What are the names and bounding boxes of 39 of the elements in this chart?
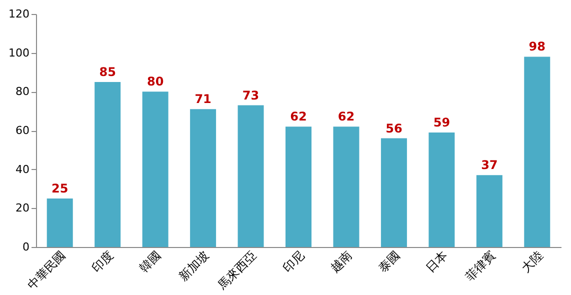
x-tick-label: 大陸 <box>518 248 546 275</box>
bar <box>190 109 216 247</box>
y-tick-label: 120 <box>8 8 30 20</box>
x-tick-label: 日本 <box>423 248 450 275</box>
x-tick-label: 新加坡 <box>176 248 212 284</box>
bar <box>428 132 455 247</box>
data-label: 25 <box>52 181 68 196</box>
x-tick-label: 越南 <box>328 248 355 275</box>
x-tick-label: 印度 <box>89 248 116 275</box>
data-label: 85 <box>99 64 116 79</box>
y-tick-label: 40 <box>16 162 30 176</box>
bar <box>142 92 168 247</box>
bar <box>476 175 502 247</box>
y-tick-label: 100 <box>8 46 30 60</box>
data-label: 59 <box>433 115 450 130</box>
data-label: 98 <box>528 40 546 54</box>
bar <box>333 126 360 247</box>
x-tick-label: 印尼 <box>280 248 307 275</box>
bar <box>238 105 264 247</box>
data-label: 56 <box>386 121 402 136</box>
data-label: 73 <box>242 88 260 102</box>
bar <box>380 138 407 247</box>
data-label: 62 <box>290 110 307 124</box>
y-tick-label: 20 <box>16 202 30 215</box>
x-tick-label: 馬來西亞 <box>214 248 260 293</box>
y-tick-label: 0 <box>22 240 30 254</box>
bar <box>524 56 550 247</box>
y-tick-label: 80 <box>16 85 30 98</box>
data-label: 37 <box>481 158 498 172</box>
data-label: 71 <box>194 92 212 106</box>
y-tick-label: 60 <box>16 124 30 137</box>
data-label: 62 <box>338 110 355 124</box>
bar <box>46 198 73 247</box>
data-label: 80 <box>146 74 164 89</box>
x-tick-label: 泰國 <box>376 248 402 275</box>
bar <box>286 126 312 247</box>
x-tick-label: 菲律賓 <box>462 248 498 284</box>
bar <box>94 82 121 247</box>
x-tick-label: 韓國 <box>136 248 164 275</box>
